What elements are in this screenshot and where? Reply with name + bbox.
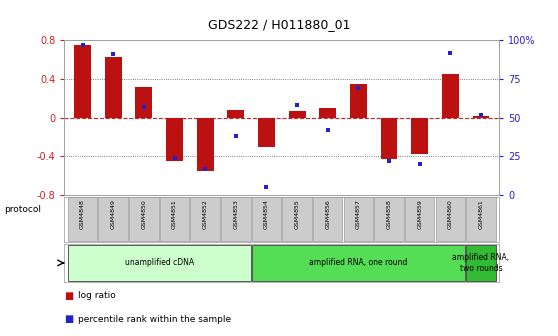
Bar [350,84,367,118]
Text: GSM4856: GSM4856 [325,199,330,228]
Bar [381,118,397,159]
FancyBboxPatch shape [252,245,465,281]
Text: GSM4851: GSM4851 [172,199,177,228]
Text: GSM4857: GSM4857 [356,199,361,229]
Text: GSM4858: GSM4858 [387,199,392,228]
FancyBboxPatch shape [68,245,251,281]
Text: GSM4861: GSM4861 [479,199,484,228]
FancyBboxPatch shape [68,197,97,242]
Bar [228,110,244,118]
FancyBboxPatch shape [313,197,343,242]
Text: GSM4859: GSM4859 [417,199,422,229]
Text: GSM4849: GSM4849 [110,199,116,229]
Bar [166,118,183,161]
Bar [74,45,91,118]
Text: GSM4853: GSM4853 [233,199,238,229]
Bar [258,118,275,146]
Text: GSM4854: GSM4854 [264,199,269,229]
FancyBboxPatch shape [436,197,465,242]
Bar [105,57,122,118]
Text: amplified RNA,
two rounds: amplified RNA, two rounds [453,253,509,272]
Text: GSM4855: GSM4855 [295,199,300,228]
FancyBboxPatch shape [374,197,404,242]
FancyBboxPatch shape [466,197,496,242]
FancyBboxPatch shape [99,197,128,242]
Text: GSM4848: GSM4848 [80,199,85,229]
FancyBboxPatch shape [405,197,435,242]
FancyBboxPatch shape [252,197,281,242]
Text: protocol: protocol [4,205,41,214]
Text: percentile rank within the sample: percentile rank within the sample [78,315,231,324]
FancyBboxPatch shape [129,197,158,242]
Bar [411,118,428,154]
Text: ■: ■ [64,291,74,301]
Text: GSM4852: GSM4852 [203,199,208,229]
Text: GSM4860: GSM4860 [448,199,453,228]
FancyBboxPatch shape [190,197,220,242]
FancyBboxPatch shape [160,197,189,242]
FancyBboxPatch shape [466,245,496,281]
Text: log ratio: log ratio [78,291,116,300]
Bar [288,111,306,118]
FancyBboxPatch shape [344,197,373,242]
FancyBboxPatch shape [282,197,312,242]
Bar [197,118,214,171]
Text: GSM4850: GSM4850 [141,199,146,228]
Text: ■: ■ [64,314,74,324]
Text: unamplified cDNA: unamplified cDNA [124,258,194,267]
Text: GDS222 / H011880_01: GDS222 / H011880_01 [208,18,350,32]
Bar [473,116,489,118]
FancyBboxPatch shape [221,197,251,242]
Bar [319,108,336,118]
Bar [442,74,459,118]
Bar [136,87,152,118]
Text: amplified RNA, one round: amplified RNA, one round [309,258,407,267]
